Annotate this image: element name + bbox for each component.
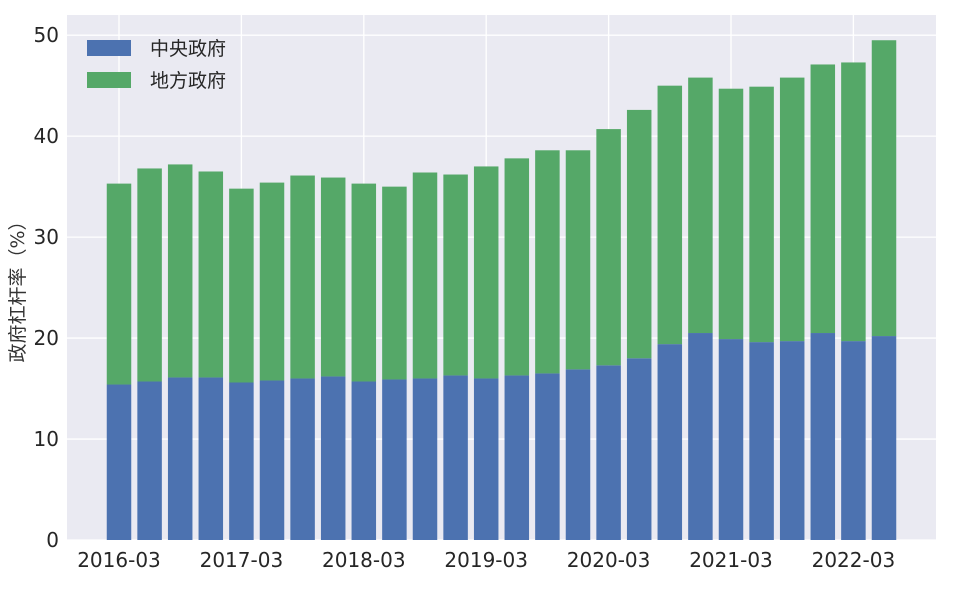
bar-local-government: 2021-12 地方政府: 26.6 [810,64,836,334]
bar-central-government: 2022-03 中央政府: 19.7 [841,341,866,540]
y-tick-label: 10 [34,427,59,451]
bar-central-government: 2019-03 中央政府: 16 [473,378,499,540]
bar-central-government: 2021-12 中央政府: 20.5 [810,333,836,540]
x-tick-label: 2016-03 [77,548,161,572]
bar-central-government: 2019-06 中央政府: 16.3 [504,375,530,540]
bar-central-government: 2017-06 中央政府: 15.8 [259,380,285,540]
bar-local-government: 2021-06 地方政府: 25.3 [749,86,774,343]
y-tick-label: 0 [46,528,59,552]
bar-central-government: 2020-06 中央政府: 18 [626,358,652,540]
bar-central-government: 2020-09 中央政府: 19.4 [657,344,683,540]
bar-local-government: 2019-03 地方政府: 21 [473,166,499,379]
bar-central-government: 2019-09 中央政府: 16.5 [535,373,560,540]
bar-central-government: 2019-12 中央政府: 16.9 [565,369,591,540]
bar-local-government: 2017-06 地方政府: 19.6 [259,182,285,381]
bar-local-government: 2019-06 地方政府: 21.5 [504,158,530,376]
bar-central-government: 2021-06 中央政府: 19.6 [749,342,774,540]
bar-local-government: 2016-03 地方政府: 19.9 [106,183,132,385]
x-tick-label: 2017-03 [200,548,284,572]
y-tick-label: 50 [34,23,59,47]
legend-label: 中央政府 [150,38,226,60]
bar-central-government: 2016-12 中央政府: 16.1 [198,377,224,540]
legend-swatch [87,40,131,56]
bar-local-government: 2019-12 地方政府: 21.7 [565,150,591,370]
bar-local-government: 2019-09 地方政府: 22.1 [535,150,560,374]
bar-local-government: 2016-06 地方政府: 21.1 [137,168,162,382]
y-tick-label: 20 [34,326,59,350]
bar-local-government: 2021-09 地方政府: 26.1 [779,77,805,342]
bar-local-government: 2020-09 地方政府: 25.6 [657,85,683,345]
bar-central-government: 2018-03 中央政府: 15.7 [351,381,377,540]
legend-swatch [87,72,131,88]
bar-local-government: 2020-12 地方政府: 25.3 [688,77,713,334]
bar-central-government: 2020-03 中央政府: 17.3 [596,365,621,540]
bar-local-government: 2017-03 地方政府: 19.2 [229,188,254,383]
bar-central-government: 2018-12 中央政府: 16.3 [443,375,468,540]
x-tick-label: 2022-03 [812,548,896,572]
bar-central-government: 2017-09 中央政府: 16 [290,378,315,540]
bar-local-government: 2017-09 地方政府: 20.1 [290,175,315,379]
bar-central-government: 2016-09 中央政府: 16.1 [167,377,193,540]
plot-area-background [67,15,936,540]
bar-local-government: 2017-12 地方政府: 19.7 [320,177,346,377]
x-tick-label: 2018-03 [322,548,406,572]
bar-local-government: 2020-06 地方政府: 24.6 [626,109,652,359]
x-tick-label: 2020-03 [567,548,651,572]
y-axis-label: 政府杠杆率（%） [7,211,29,362]
legend-label: 地方政府 [150,70,226,92]
bar-local-government: 2018-06 地方政府: 19.1 [382,186,407,380]
bar-local-government: 2018-09 地方政府: 20.4 [412,172,438,379]
x-tick-label: 2019-03 [444,548,528,572]
bar-central-government: 2021-03 中央政府: 19.9 [718,339,744,540]
bar-local-government: 2020-03 地方政府: 23.4 [596,129,621,366]
bar-local-government: 2021-03 地方政府: 24.8 [718,88,744,340]
bar-central-government: 2016-06 中央政府: 15.7 [137,381,162,540]
x-axis: 2016-03 2017-03 2018-03 2019-03 2020-03 2021-… [77,548,895,572]
bar-central-government: 2018-09 中央政府: 16 [412,378,438,540]
bar-central-government: 2017-12 中央政府: 16.2 [320,376,346,540]
bar-local-government: 2022-03 地方政府: 27.6 [841,62,866,342]
bars-group: 2016-03 中央政府: 15.42016-03 地方政府: 19.92016… [106,40,897,540]
bar-local-government: 2018-12 地方政府: 19.9 [443,174,468,376]
bar-central-government: 2016-03 中央政府: 15.4 [106,384,132,540]
bar-central-government: 2020-12 中央政府: 20.5 [688,333,713,540]
y-axis: 0 10 20 30 40 50 [34,23,59,552]
bar-central-government: 2017-03 中央政府: 15.6 [229,382,254,540]
bar-central-government: 2018-06 中央政府: 15.9 [382,379,407,540]
bar-local-government: 2022-06 地方政府: 29.3 [871,40,897,337]
bar-local-government: 2018-03 地方政府: 19.6 [351,183,377,382]
y-tick-label: 30 [34,225,59,249]
bar-local-government: 2016-09 地方政府: 21.1 [167,164,193,378]
bar-local-government: 2016-12 地方政府: 20.4 [198,171,224,378]
bar-central-government: 2022-06 中央政府: 20.2 [871,336,897,540]
y-tick-label: 40 [34,124,59,148]
x-tick-label: 2021-03 [689,548,773,572]
bar-central-government: 2021-09 中央政府: 19.7 [779,341,805,540]
